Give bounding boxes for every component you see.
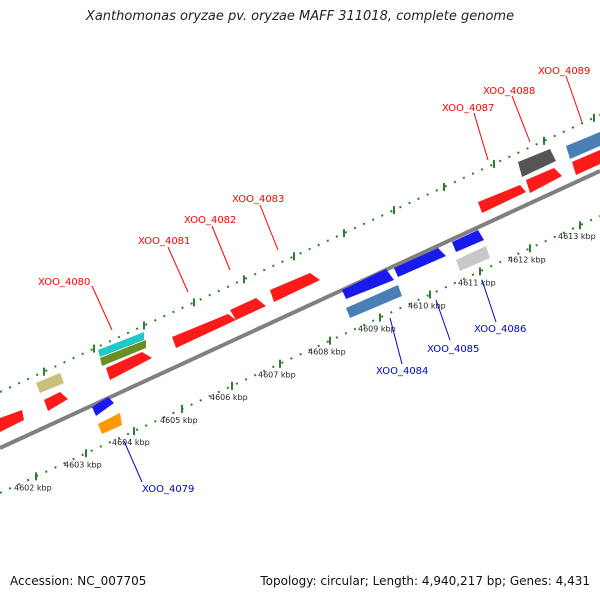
gene-arrow[interactable] [44, 392, 68, 411]
gene-arrow[interactable] [230, 298, 266, 320]
kbp-label: 4610 kbp [408, 301, 446, 310]
gene-arrow[interactable] [36, 373, 64, 393]
gene-label-xoo-4084[interactable]: XOO_4084 [376, 366, 428, 377]
upper-tick-track [0, 114, 600, 393]
gene-label-xoo-4083[interactable]: XOO_4083 [232, 194, 284, 205]
gene-arrow[interactable] [394, 248, 446, 277]
gene-arrow[interactable] [98, 413, 122, 434]
gene-label-xoo-4087[interactable]: XOO_4087 [442, 103, 494, 114]
label-connector [389, 317, 403, 365]
label-connector [473, 112, 489, 161]
gene-arrow[interactable] [0, 410, 24, 432]
gene-arrow[interactable] [172, 314, 236, 348]
label-connector [481, 279, 497, 323]
accession-text: Accession: NC_007705 [10, 574, 147, 588]
gene-arrow[interactable] [572, 150, 600, 175]
gene-label-xoo-4085[interactable]: XOO_4085 [427, 344, 479, 355]
lower-tick-track [0, 215, 600, 494]
gene-arrow[interactable] [346, 285, 402, 318]
gene-arrow[interactable] [518, 149, 556, 177]
gene-label-xoo-4080[interactable]: XOO_4080 [38, 277, 90, 288]
gene-label-xoo-4079[interactable]: XOO_4079 [142, 484, 194, 495]
gene-arrow[interactable] [478, 185, 526, 213]
genome-title: Xanthomonas oryzae pv. oryzae MAFF 31101… [85, 9, 515, 24]
gene-label-xoo-4089[interactable]: XOO_4089 [538, 66, 590, 77]
gene-label-xoo-4086[interactable]: XOO_4086 [474, 324, 526, 335]
label-connector [167, 246, 189, 293]
gene-label-xoo-4081[interactable]: XOO_4081 [138, 236, 190, 247]
label-connector [565, 75, 583, 123]
gene-arrow[interactable] [342, 269, 394, 299]
kbp-label: 4607 kbp [258, 371, 296, 380]
label-connector [123, 440, 143, 483]
kbp-label: 4611 kbp [458, 278, 496, 287]
gene-arrow[interactable] [456, 246, 490, 271]
kbp-label: 4603 kbp [64, 460, 102, 469]
gene-arrow[interactable] [270, 273, 320, 302]
gene-arrow[interactable] [566, 132, 600, 159]
label-connector [91, 285, 113, 331]
gene-arrow[interactable] [452, 230, 484, 252]
kbp-label: 4602 kbp [14, 483, 52, 492]
kbp-label: 4605 kbp [160, 416, 198, 425]
gene-arrow[interactable] [92, 397, 114, 416]
gene-arrow[interactable] [100, 340, 146, 366]
label-connector [435, 299, 451, 341]
gene-arrow[interactable] [106, 352, 152, 380]
label-connector [511, 95, 531, 143]
genome-backbone [0, 169, 600, 450]
kbp-label: 4609 kbp [358, 325, 396, 334]
gene-arrow[interactable] [526, 168, 562, 193]
gene-label-xoo-4088[interactable]: XOO_4088 [483, 86, 535, 97]
gene-label-xoo-4082[interactable]: XOO_4082 [184, 215, 236, 226]
kbp-label: 4608 kbp [308, 348, 346, 357]
gene-arrow[interactable] [98, 332, 144, 357]
label-connector [211, 225, 231, 271]
kbp-label: 4604 kbp [112, 438, 150, 447]
topology-text: Topology: circular; Length: 4,940,217 bp… [260, 574, 590, 588]
kbp-label: 4613 kbp [558, 232, 596, 241]
label-connector [259, 204, 279, 251]
kbp-label: 4606 kbp [210, 393, 248, 402]
kbp-label: 4612 kbp [508, 255, 546, 264]
